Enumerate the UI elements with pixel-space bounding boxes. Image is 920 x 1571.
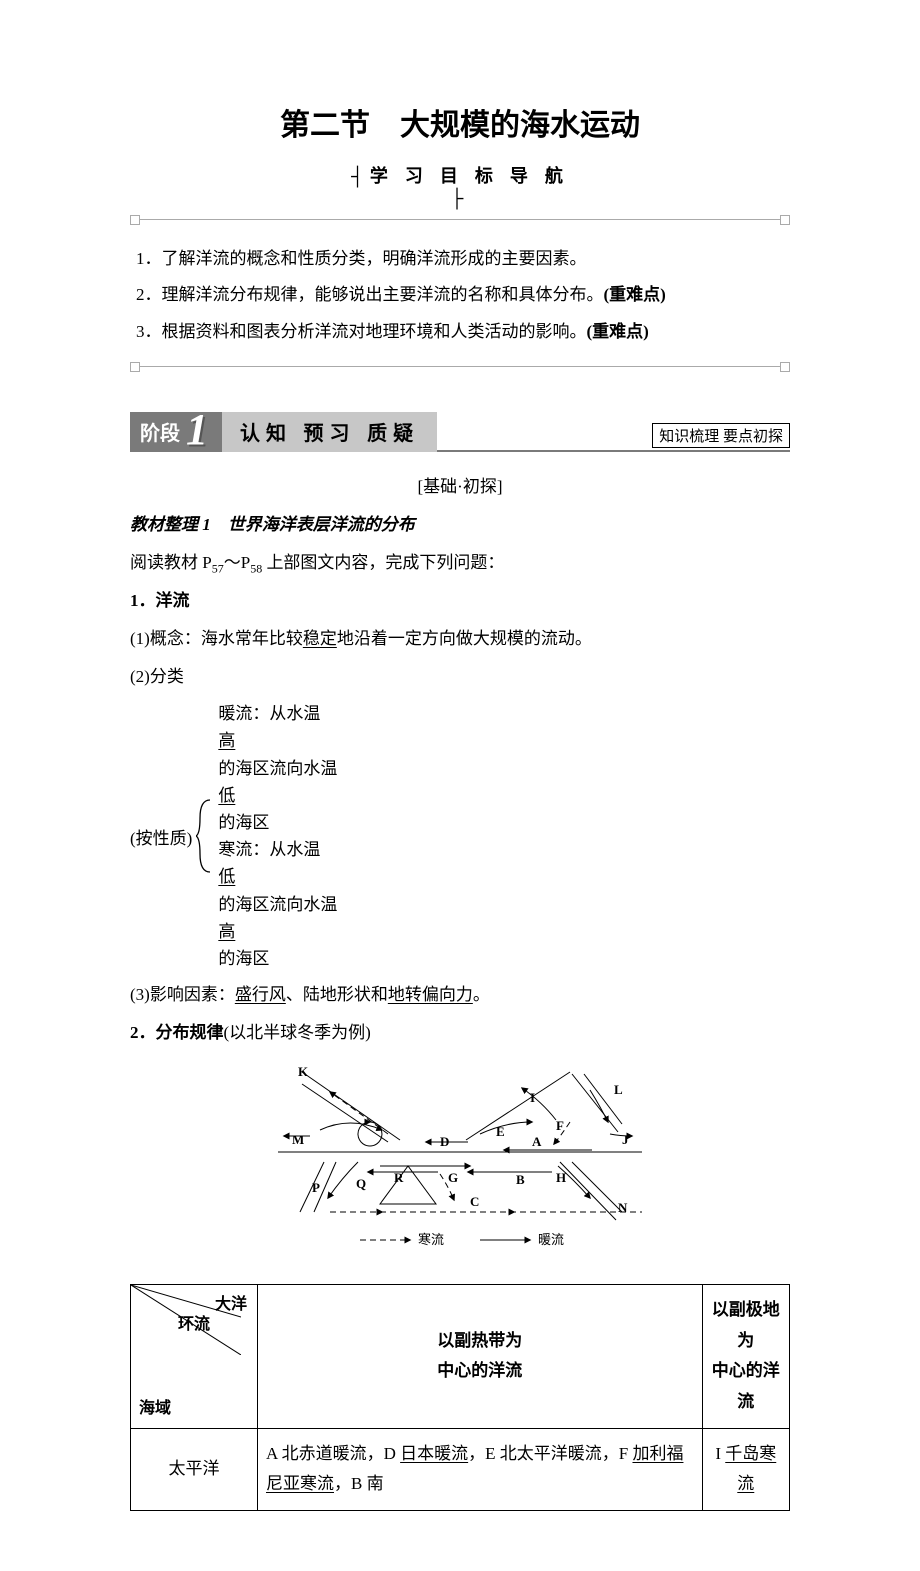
label-M: M (292, 1132, 304, 1147)
stage-tag: 知识梳理 要点初探 (652, 423, 790, 448)
legend-warm: 暖流 (538, 1232, 564, 1247)
stage-tail: 知识梳理 要点初探 (437, 412, 790, 452)
stage-badge: 阶段 1 (130, 412, 222, 452)
stage-bar: 阶段 1 认知 预习 质疑 知识梳理 要点初探 (130, 412, 790, 452)
label-B: B (516, 1172, 525, 1187)
stage-number: 1 (180, 413, 216, 451)
brace-icon (196, 798, 214, 874)
table-header-row: 大洋 环流 海域 以副热带为中心的洋流 以副极地为中心的洋流 (131, 1285, 790, 1428)
nav-banner: ┤学 习 目 标 导 航├ (350, 162, 570, 209)
cell-ocean: 太平洋 (131, 1428, 258, 1510)
label-A: A (532, 1134, 542, 1149)
ocean-currents-diagram: K L M J D E A F I P Q R G B H N C 寒流 暖流 (270, 1062, 650, 1262)
brace-label: (按性质) (130, 824, 192, 849)
label-F: F (556, 1118, 564, 1133)
label-C: C (470, 1194, 479, 1209)
legend-cold: 寒流 (418, 1232, 444, 1247)
objectives-box: ┤学 习 目 标 导 航├ 1．了解洋流的概念和性质分类，明确洋流形成的主要因素… (130, 162, 790, 376)
item-1-3: (3)影响因素：盛行风、陆地形状和地转偏向力。 (130, 978, 790, 1012)
label-E: E (496, 1124, 505, 1139)
section-subtitle: [基础·初探] (130, 470, 790, 504)
objective-3: 3．根据资料和图表分析洋流对地理环境和人类活动的影响。(重难点) (136, 316, 784, 348)
objective-2: 2．理解洋流分布规律，能够说出主要洋流的名称和具体分布。(重难点) (136, 279, 784, 311)
brace-warm-2: 低的海区 (218, 782, 337, 836)
heading-2: 2．分布规律(以北半球冬季为例) (130, 1016, 790, 1050)
box-rule-top (130, 209, 790, 229)
label-L: L (614, 1082, 623, 1097)
reading-line: 阅读教材 P57～P58 上部图文内容，完成下列问题： (130, 546, 790, 580)
th-col3: 以副极地为中心的洋流 (702, 1285, 789, 1428)
label-J: J (622, 1132, 629, 1147)
cell-subtropical: A 北赤道暖流，D 日本暖流，E 北太平洋暖流，F 加利福尼亚寒流，B 南 (258, 1428, 703, 1510)
page-title: 第二节 大规模的海水运动 (130, 100, 790, 144)
cell-subpolar: I 千岛寒流 (702, 1428, 789, 1510)
box-rule-bottom (130, 356, 790, 376)
classification-brace: (按性质) 暖流：从水温高的海区流向水温 低的海区 寒流：从水温低的海区流向水温… (130, 700, 790, 972)
brace-warm-1: 暖流：从水温高的海区流向水温 (218, 700, 337, 782)
th-diagonal: 大洋 环流 海域 (131, 1285, 258, 1428)
label-D: D (440, 1134, 449, 1149)
heading-1: 1．洋流 (130, 584, 790, 618)
material-heading: 教材整理 1 世界海洋表层洋流的分布 (130, 508, 790, 542)
label-Q: Q (356, 1176, 366, 1191)
objective-1: 1．了解洋流的概念和性质分类，明确洋流形成的主要因素。 (136, 243, 784, 275)
item-1-1: (1)概念：海水常年比较稳定地沿着一定方向做大规模的流动。 (130, 622, 790, 656)
stage-title: 认知 预习 质疑 (222, 412, 437, 452)
label-K: K (298, 1064, 309, 1079)
label-R: R (394, 1170, 404, 1185)
item-1-2: (2)分类 (130, 660, 790, 694)
label-N: N (618, 1200, 628, 1215)
diag-label-mid: 环流 (178, 1311, 210, 1340)
table-row: 太平洋 A 北赤道暖流，D 日本暖流，E 北太平洋暖流，F 加利福尼亚寒流，B … (131, 1428, 790, 1510)
diag-label-bot: 海域 (139, 1395, 171, 1424)
brace-cold: 寒流：从水温低的海区流向水温高的海区 (218, 836, 337, 972)
currents-table: 大洋 环流 海域 以副热带为中心的洋流 以副极地为中心的洋流 太平洋 A 北赤道… (130, 1284, 790, 1511)
label-H: H (556, 1170, 566, 1185)
objectives-list: 1．了解洋流的概念和性质分类，明确洋流形成的主要因素。 2．理解洋流分布规律，能… (130, 229, 790, 356)
label-I: I (530, 1090, 535, 1105)
th-col2: 以副热带为中心的洋流 (258, 1285, 703, 1428)
content: [基础·初探] 教材整理 1 世界海洋表层洋流的分布 阅读教材 P57～P58 … (130, 470, 790, 1511)
label-G: G (448, 1170, 458, 1185)
diag-label-top: 大洋 (215, 1291, 247, 1320)
label-P: P (312, 1180, 320, 1195)
